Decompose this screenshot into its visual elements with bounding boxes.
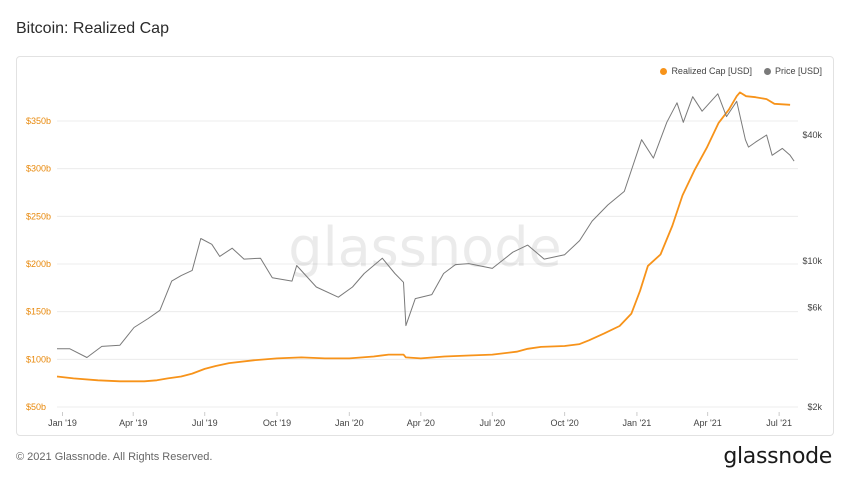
y-right-tick-label: $40k xyxy=(802,130,822,140)
x-tick-label: Jul '20 xyxy=(479,418,505,428)
realized-cap-dot-icon xyxy=(660,67,668,75)
chart-panel xyxy=(16,56,834,436)
x-tick-label: Apr '20 xyxy=(407,418,435,428)
x-tick-label: Oct '19 xyxy=(263,418,291,428)
y-right-tick-label: $10k xyxy=(802,256,822,266)
watermark-text: glassnode xyxy=(288,216,561,279)
legend-item-realized-cap[interactable]: Realized Cap [USD] xyxy=(660,66,752,76)
y-left-tick-label: $250b xyxy=(26,211,51,221)
y-left-tick-label: $100b xyxy=(26,354,51,364)
y-left-tick-label: $300b xyxy=(26,164,51,174)
legend-label-price: Price [USD] xyxy=(774,66,822,76)
x-tick-label: Jul '19 xyxy=(192,418,218,428)
x-tick-label: Apr '21 xyxy=(694,418,722,428)
x-tick-label: Jan '19 xyxy=(48,418,77,428)
y-left-tick-label: $50b xyxy=(26,402,46,412)
x-tick-label: Oct '20 xyxy=(551,418,579,428)
price-dot-icon xyxy=(763,67,771,75)
price-line xyxy=(57,93,795,358)
y-left-tick-label: $150b xyxy=(26,307,51,317)
x-tick-label: Apr '19 xyxy=(119,418,147,428)
chart-legend: Realized Cap [USD] Price [USD] xyxy=(660,66,822,76)
legend-item-price[interactable]: Price [USD] xyxy=(763,66,822,76)
legend-label-realized-cap: Realized Cap [USD] xyxy=(671,66,752,76)
page-title: Bitcoin: Realized Cap xyxy=(16,20,169,37)
y-left-tick-label: $200b xyxy=(26,259,51,269)
glassnode-logo[interactable]: glassnode xyxy=(723,444,832,469)
y-right-tick-label: $2k xyxy=(807,402,822,412)
realized-cap-line xyxy=(56,91,791,383)
y-right-tick-label: $6k xyxy=(807,302,822,312)
y-left-tick-label: $350b xyxy=(26,116,51,126)
x-tick-label: Jan '21 xyxy=(623,418,652,428)
x-tick-label: Jul '21 xyxy=(766,418,792,428)
footer-copyright: © 2021 Glassnode. All Rights Reserved. xyxy=(16,451,213,463)
x-tick-label: Jan '20 xyxy=(335,418,364,428)
